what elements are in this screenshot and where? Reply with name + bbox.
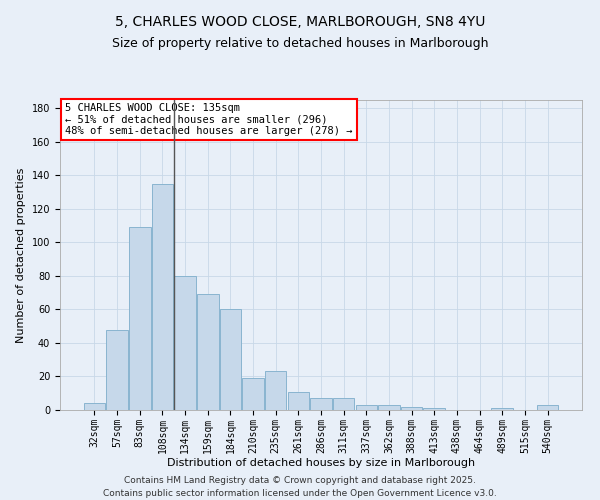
Bar bbox=[106, 330, 128, 410]
Bar bbox=[265, 372, 286, 410]
Bar bbox=[491, 408, 513, 410]
Bar bbox=[401, 406, 422, 410]
Text: Contains HM Land Registry data © Crown copyright and database right 2025.
Contai: Contains HM Land Registry data © Crown c… bbox=[103, 476, 497, 498]
Bar bbox=[84, 404, 105, 410]
X-axis label: Distribution of detached houses by size in Marlborough: Distribution of detached houses by size … bbox=[167, 458, 475, 468]
Bar bbox=[378, 405, 400, 410]
Bar bbox=[424, 408, 445, 410]
Bar bbox=[129, 228, 151, 410]
Bar bbox=[152, 184, 173, 410]
Text: 5 CHARLES WOOD CLOSE: 135sqm
← 51% of detached houses are smaller (296)
48% of s: 5 CHARLES WOOD CLOSE: 135sqm ← 51% of de… bbox=[65, 103, 353, 136]
Bar bbox=[537, 405, 558, 410]
Bar bbox=[175, 276, 196, 410]
Bar bbox=[333, 398, 355, 410]
Bar bbox=[220, 310, 241, 410]
Text: Size of property relative to detached houses in Marlborough: Size of property relative to detached ho… bbox=[112, 38, 488, 51]
Bar bbox=[242, 378, 264, 410]
Bar bbox=[356, 405, 377, 410]
Bar bbox=[287, 392, 309, 410]
Text: 5, CHARLES WOOD CLOSE, MARLBOROUGH, SN8 4YU: 5, CHARLES WOOD CLOSE, MARLBOROUGH, SN8 … bbox=[115, 15, 485, 29]
Bar bbox=[310, 398, 332, 410]
Bar bbox=[197, 294, 218, 410]
Y-axis label: Number of detached properties: Number of detached properties bbox=[16, 168, 26, 342]
